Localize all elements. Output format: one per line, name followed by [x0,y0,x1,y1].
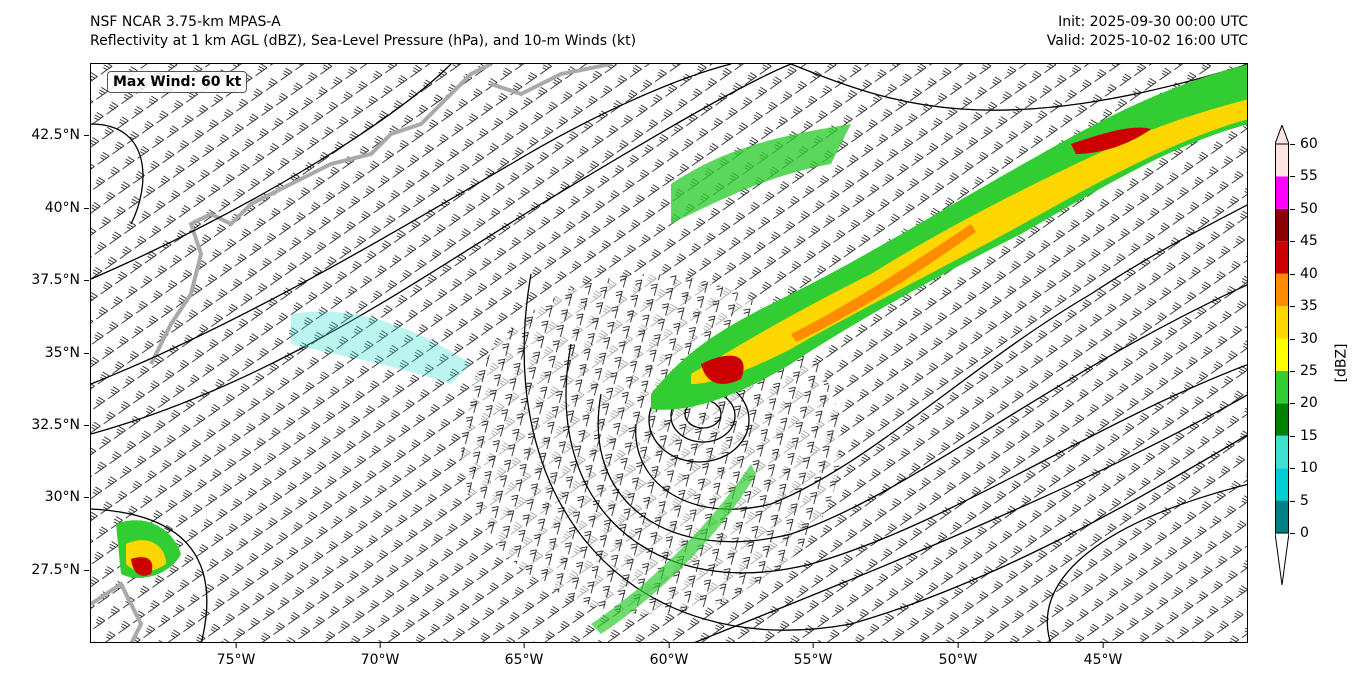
lat-tick: 30°N [44,489,90,505]
title-block: NSF NCAR 3.75-km MPAS-A Reflectivity at … [90,13,636,51]
title-model: NSF NCAR 3.75-km MPAS-A [90,14,281,30]
title-fields: Reflectivity at 1 km AGL (dBZ), Sea-Leve… [90,33,637,49]
lon-tick: 75°W [216,643,256,668]
lon-tick: 55°W [793,643,833,668]
colorbar-segment [1275,241,1289,274]
colorbar-tick: 40 [1290,265,1318,282]
colorbar-segment [1275,176,1289,209]
lat-tick: 37.5°N [31,272,89,288]
colorbar-segment [1275,338,1289,371]
reflectivity-field [116,64,1247,634]
colorbar-segment [1275,500,1289,533]
colorbar-segment [1275,403,1289,436]
colorbar-tick: 45 [1290,233,1318,250]
colorbar-tick: 5 [1290,492,1309,509]
lon-tick: 70°W [360,643,400,668]
colorbar [1275,125,1289,585]
colorbar-segment [1275,144,1289,177]
colorbar-tick: 10 [1290,460,1318,477]
colorbar-tick: 30 [1290,330,1318,347]
colorbar-segment [1275,306,1289,339]
map-canvas [91,64,1247,642]
lat-tick: 32.5°N [31,417,89,433]
lon-tick: 65°W [504,643,544,668]
colorbar-over-arrow [1275,125,1289,145]
colorbar-tick: 15 [1290,427,1318,444]
colorbar-segment [1275,468,1289,501]
init-time: Init: 2025-09-30 00:00 UTC [1058,14,1248,30]
colorbar-segment [1275,370,1289,404]
map-panel [90,63,1248,643]
colorbar-tick: 20 [1290,395,1318,412]
lat-tick: 35°N [44,345,90,361]
colorbar-tick: 50 [1290,200,1318,217]
colorbar-tick: 25 [1290,362,1318,379]
lon-tick: 50°W [938,643,978,668]
lon-tick: 60°W [649,643,689,668]
colorbar-segment [1275,273,1289,307]
colorbar-label: [dBZ] [1333,343,1350,383]
coastline [91,64,612,642]
lat-tick: 40°N [44,200,90,216]
lat-tick: 27.5°N [31,562,89,578]
colorbar-segment [1275,435,1289,469]
valid-time: Valid: 2025-10-02 16:00 UTC [1046,33,1248,49]
colorbar-tick: 60 [1290,136,1318,152]
lon-tick: 45°W [1083,643,1123,668]
isobars [91,64,1247,642]
time-block: Init: 2025-09-30 00:00 UTC Valid: 2025-1… [1047,13,1248,51]
lat-tick: 42.5°N [31,127,89,143]
colorbar-tick: 0 [1290,525,1309,541]
colorbar-under-arrow [1275,532,1289,585]
max-wind-label: Max Wind: 60 kt [107,71,248,93]
colorbar-tick: 35 [1290,298,1318,315]
colorbar-segment [1275,208,1289,242]
colorbar-tick: 55 [1290,168,1318,185]
